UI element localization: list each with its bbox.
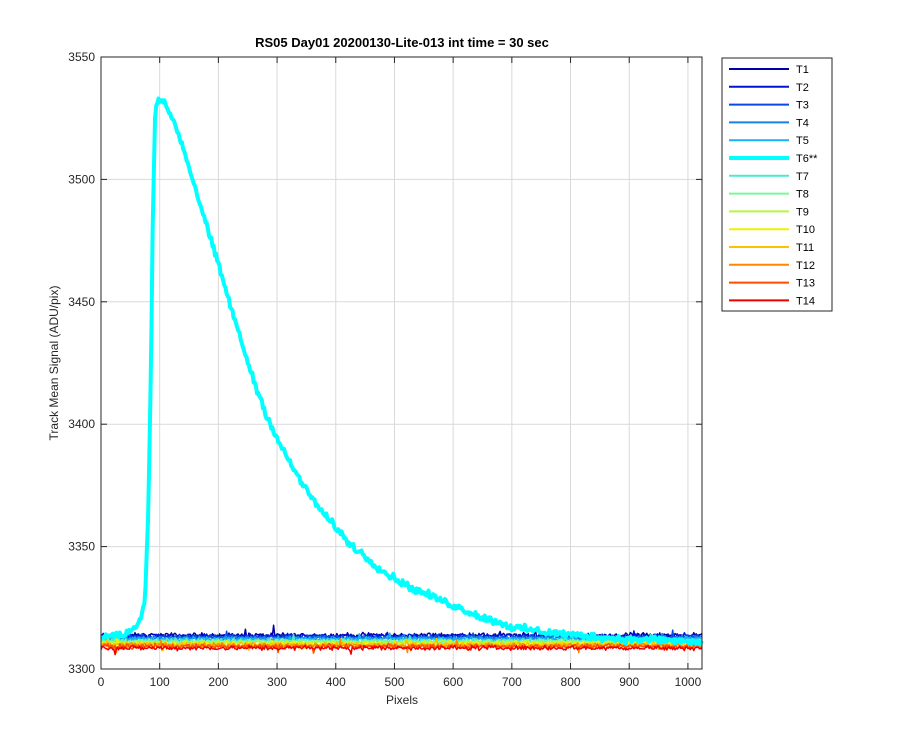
legend-entry: T6**: [796, 153, 818, 165]
x-tick-label: 1000: [675, 675, 702, 689]
legend-entry: T14: [796, 295, 815, 307]
legend-entry: T4: [796, 117, 809, 129]
series-layer: [100, 96, 704, 656]
legend-entry: T3: [796, 100, 809, 112]
legend-entry: T13: [796, 278, 815, 290]
x-tick-label: 100: [150, 675, 170, 689]
x-tick-label: 600: [443, 675, 463, 689]
x-tick-label: 900: [619, 675, 639, 689]
axes-box: [100, 56, 703, 670]
y-tick-label: 3500: [68, 172, 95, 186]
x-tick-label: 200: [208, 675, 228, 689]
legend-entry: T2: [796, 82, 809, 94]
x-tick-label: 500: [384, 675, 404, 689]
y-tick-label: 3350: [68, 540, 95, 554]
x-tick-label: 700: [502, 675, 522, 689]
legend-entry: T8: [796, 189, 809, 201]
legend-entry: T1: [796, 64, 809, 76]
x-tick-label: 800: [561, 675, 581, 689]
x-tick-label: 0: [98, 675, 105, 689]
x-tick-label: 300: [267, 675, 287, 689]
legend-box: [721, 57, 833, 312]
y-tick-label: 3300: [68, 662, 95, 676]
grid-lines: [101, 57, 702, 669]
legend-entry: T7: [796, 171, 809, 183]
axis-ticks: 0 100 200 300 400 500 600 700 800 900 1000 3300 3350…: [68, 50, 702, 689]
y-tick-label: 3550: [68, 50, 95, 64]
y-axis-label: Track Mean Signal (ADU/pix): [47, 286, 61, 441]
legend-entry: T9: [796, 206, 809, 218]
legend-entry: T12: [796, 260, 815, 272]
series-line-t14: [100, 644, 703, 656]
y-tick-label: 3450: [68, 295, 95, 309]
series-line-t6: [100, 96, 704, 647]
plot-area: [101, 57, 702, 669]
y-tick-label: 3400: [68, 417, 95, 431]
x-axis-label: Pixels: [386, 693, 418, 707]
x-tick-label: 400: [326, 675, 346, 689]
legend-entry: T10: [796, 224, 815, 236]
legend-entry: T11: [796, 242, 814, 254]
chart-title: RS05 Day01 20200130-Lite-013 int time = …: [255, 35, 549, 50]
series-line-t13: [100, 642, 703, 654]
legend: T1 T2 T3 T4 T5 T6** T7 T8 T9 T10 T11 T12 T13 T14: [721, 57, 833, 312]
legend-entry: T5: [796, 135, 809, 147]
